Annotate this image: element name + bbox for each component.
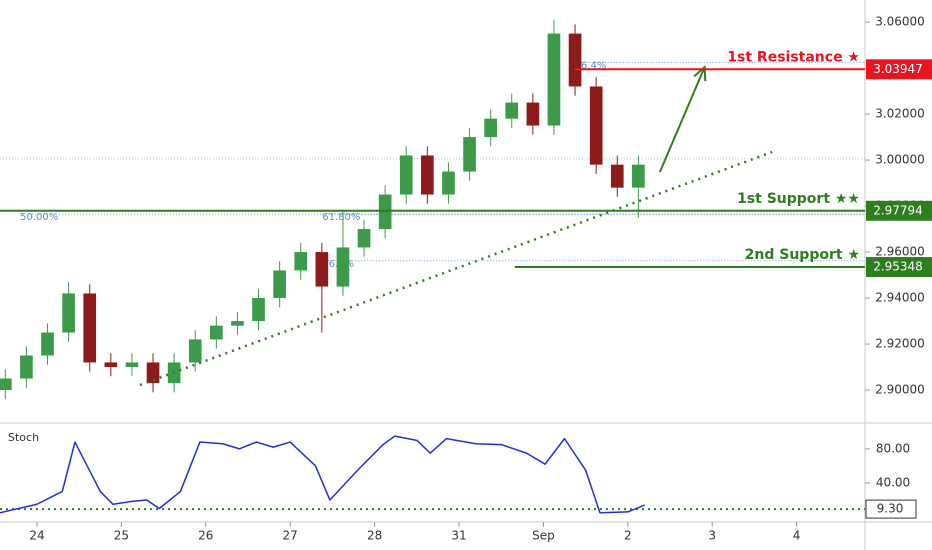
candle-body <box>336 247 350 287</box>
candle-body <box>62 293 75 333</box>
y-tick-label: 3.06000 <box>875 15 925 29</box>
x-tick-label: 4 <box>793 529 801 543</box>
candle-body <box>231 321 244 326</box>
x-tick-label: 31 <box>451 529 466 543</box>
level-label: 1st Resistance ★ <box>727 49 860 65</box>
x-tick-label: 25 <box>114 529 129 543</box>
candle-body <box>252 298 265 322</box>
value-tag-label: 9.30 <box>877 502 904 516</box>
candle-body <box>421 155 434 195</box>
x-tick-label: 27 <box>283 529 298 543</box>
indicator-label: Stoch <box>8 431 39 444</box>
x-tick-label: 26 <box>198 529 213 543</box>
candle-body <box>463 137 476 172</box>
candle-body <box>632 164 645 188</box>
y-tick-label: 2.92000 <box>875 337 925 351</box>
price-tag-label: 2.95348 <box>873 260 923 274</box>
candle-body <box>484 118 497 138</box>
candle-body <box>357 229 371 248</box>
y-tick-label: 2.96000 <box>875 245 925 259</box>
candle-body <box>399 155 413 195</box>
y-tick-label: 80.00 <box>876 441 910 455</box>
price-tag <box>866 257 932 278</box>
candle-body <box>442 171 455 195</box>
y-tick-label: 40.00 <box>876 475 910 489</box>
candle-body <box>505 102 519 119</box>
y-tick-label: 3.02000 <box>875 107 925 121</box>
value-tag <box>865 499 917 519</box>
y-tick-label: 2.94000 <box>875 291 925 305</box>
candle-body <box>210 325 223 340</box>
candle-body <box>315 252 329 287</box>
stoch-line <box>0 435 645 514</box>
candle-body <box>378 194 392 230</box>
x-tick-label: 24 <box>29 529 44 543</box>
x-tick-label: Sep <box>532 529 555 543</box>
fib-label: 76.4% <box>575 60 607 71</box>
candle-body <box>104 362 118 368</box>
candle-body <box>568 33 582 87</box>
price-tag-label: 3.03947 <box>873 62 923 76</box>
y-tick-label: 2.90000 <box>875 383 925 397</box>
candle-body <box>41 332 54 356</box>
trendline <box>139 150 773 387</box>
level-label: 1st Support ★★ <box>737 191 860 207</box>
candle-body <box>20 355 33 379</box>
candle-body <box>273 270 286 299</box>
x-tick-label: 3 <box>708 529 716 543</box>
fib-label: 50.00% <box>20 212 58 223</box>
candle-body <box>0 378 12 391</box>
candle-body <box>526 102 540 126</box>
price-tag <box>866 200 932 221</box>
fib-label: 61.80% <box>322 212 360 223</box>
x-tick-label: 2 <box>624 529 632 543</box>
price-tag-label: 2.97794 <box>873 203 923 217</box>
candle-body <box>547 33 561 126</box>
x-tick-label: 28 <box>367 529 382 543</box>
arrow-shaft <box>658 66 706 173</box>
y-tick-label: 3.00000 <box>875 153 925 167</box>
arrow-head <box>693 65 707 82</box>
candle-body <box>125 362 139 368</box>
price-tag <box>866 59 932 80</box>
candle-body <box>294 252 308 271</box>
candle-body <box>188 339 202 363</box>
level-label: 2nd Support ★ <box>745 247 860 263</box>
candle-body <box>610 164 624 188</box>
candle-body <box>589 86 603 165</box>
candle-body <box>146 362 160 384</box>
candle-body <box>83 293 97 363</box>
